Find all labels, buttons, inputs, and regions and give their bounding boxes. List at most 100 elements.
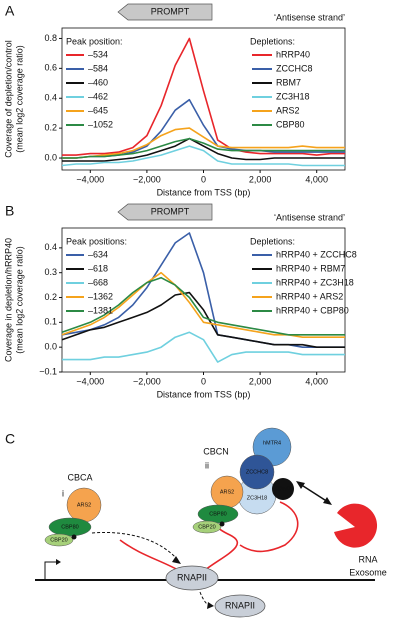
arrowhead [296,481,332,505]
series-line [61,276,345,336]
complex-index: ii [205,460,209,470]
y-axis-label: (mean log2 coverage ratio) [14,246,24,354]
x-tick-label: 4,000 [305,376,328,386]
prompt-arrow [117,3,213,21]
legend-label: hRRP40 + ZC3H18 [276,277,354,287]
protein-label: CBP20 [198,524,215,530]
y-tick-label: 0.6 [44,63,57,73]
zcchc8 [239,454,275,490]
panel-label: A [5,3,15,19]
y-tick-label: 0.4 [44,93,57,103]
peak-label: –668 [88,277,108,287]
annotation: ‘Antisense strand’ [274,212,345,222]
legend-label: RBM7 [276,77,301,87]
peak-label: –460 [88,77,108,87]
peak-label: –1052 [88,119,113,129]
legend-label: ZCCHC8 [276,63,313,73]
protein-label: CBP80 [209,511,226,517]
legend-title: Depletions: [250,36,295,46]
exosome-label: RNA [358,554,377,564]
series-line [62,127,345,159]
panel-label: C [5,431,15,447]
series-line [62,331,345,363]
cap [71,534,77,540]
protein-label: ZC3H18 [247,495,267,501]
x-tick-label: 4,000 [305,174,328,184]
legend-label: ZC3H18 [276,91,310,101]
series-line [61,145,345,167]
cap [219,521,225,527]
complex-name: CBCN [203,446,229,456]
series-line [62,137,345,162]
y-tick-label: 0.0 [44,342,57,352]
protein-label: ARS2 [77,502,91,508]
peak-label: –1381 [88,305,113,315]
cbp20 [192,520,222,534]
rnapii [214,594,266,618]
protein-label: CBP80 [61,524,78,530]
protein-label: hMTR4 [263,440,281,446]
x-tick-label: 0 [201,174,206,184]
x-tick-label: −2,000 [133,174,161,184]
tss-arrowhead [56,559,61,565]
exosome [334,503,378,548]
polymerase-label: RNAPII [177,572,207,582]
series-line [62,137,345,159]
annotation: ‘Antisense strand’ [274,12,345,22]
y-tick-label: 0.4 [44,242,57,252]
complex-index: i [62,488,64,498]
legend-label: hRRP40 + ZCCHC8 [276,249,357,259]
x-axis-label: Distance from TSS (bp) [157,187,251,197]
legend-label: CBP80 [276,119,305,129]
tss-arrow [44,561,56,580]
polymerase-label: RNAPII [225,600,255,610]
peak-label: –584 [88,63,108,73]
y-tick-label: −0.1 [39,366,57,376]
diagram: C CBCA i ARS2 CBP80 CBP20 CBCN ii hMTR4 … [5,427,387,618]
peak-label: –634 [88,249,108,259]
x-axis-label: Distance from TSS (bp) [157,389,251,399]
charts: A PROMPT ‘Antisense strand’ 0.0 0.2 0.4 0.6 0.8… [3,3,356,400]
series-line [61,291,345,348]
x-tick-label: 0 [201,376,206,386]
y-tick-label: 0.3 [44,267,57,277]
prompt-label: PROMPT [151,206,190,216]
series-line [62,37,345,156]
exosome-label: Exosome [349,567,387,577]
y-axis-label: Coverage of depletion/control [3,40,13,158]
y-axis-label: (mean log2 coverage ratio) [14,45,24,153]
peak-label: –462 [88,91,108,101]
legend-label: hRRP40 + ARS2 [276,291,343,301]
x-tick-label: −2,000 [133,376,161,386]
legend-title: Peak positions: [66,236,127,246]
legend-title: Peak position: [66,36,123,46]
legend-label: hRRP40 + CBP80 [276,305,349,315]
dashed-arrow [91,531,179,561]
prompt-arrow [117,203,213,221]
arrowhead [172,556,181,564]
peak-label: –534 [88,49,108,59]
legend-label: ARS2 [276,105,300,115]
x-tick-label: 2,000 [249,174,272,184]
x-tick-label: 2,000 [249,376,272,386]
legend-label: hRRP40 + RBM7 [276,263,345,273]
y-tick-label: 0.2 [44,292,57,302]
legend-title: Depletions: [250,236,295,246]
complex-name: CBCA [67,472,92,482]
peak-label: –645 [88,105,108,115]
y-tick-label: 0.8 [44,33,57,43]
legend-label: hRRP40 [276,49,310,59]
interaction-arrow [299,483,329,503]
rnapii [165,565,219,591]
peak-label: –1362 [88,291,113,301]
y-tick-label: 0.2 [44,123,57,133]
series-line [61,271,345,338]
protein-label: CBP20 [50,537,67,543]
rbm7 [272,478,294,500]
protein-label: RBM7 [275,486,290,492]
cbp20 [44,533,74,547]
arrowhead [207,602,214,609]
peak-label: –618 [88,263,108,273]
y-axis-label: Coverage in depletion/hRRP40 [3,238,13,362]
